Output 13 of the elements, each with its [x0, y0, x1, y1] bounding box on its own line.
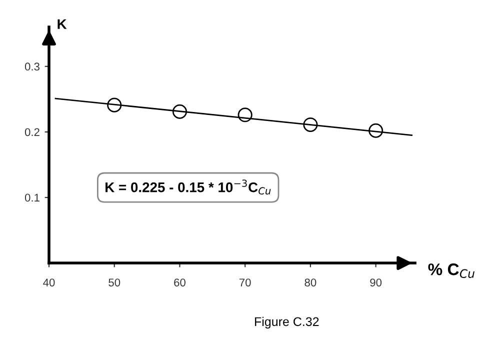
x-axis-title: % C$_{Cu}$ [428, 263, 474, 278]
y-tick-label: 0.3 [24, 62, 40, 71]
x-tick-label: 40 [43, 278, 55, 286]
x-tick-label: 90 [370, 278, 382, 286]
x-tick-label: 60 [174, 278, 186, 286]
annotation: K = 0.225 - 0.15 * 10$^{−3}$C$_{Cu}$ [106, 180, 271, 195]
x-tick-label: 70 [239, 278, 251, 286]
y-tick-label: 0.1 [24, 194, 40, 202]
y-tick-label: 0.2 [24, 128, 40, 136]
y-axis-title: K [58, 19, 67, 29]
text: Figure C.32 [255, 316, 319, 329]
x-tick-label: 50 [108, 278, 120, 286]
x-tick-label: 80 [304, 278, 316, 286]
